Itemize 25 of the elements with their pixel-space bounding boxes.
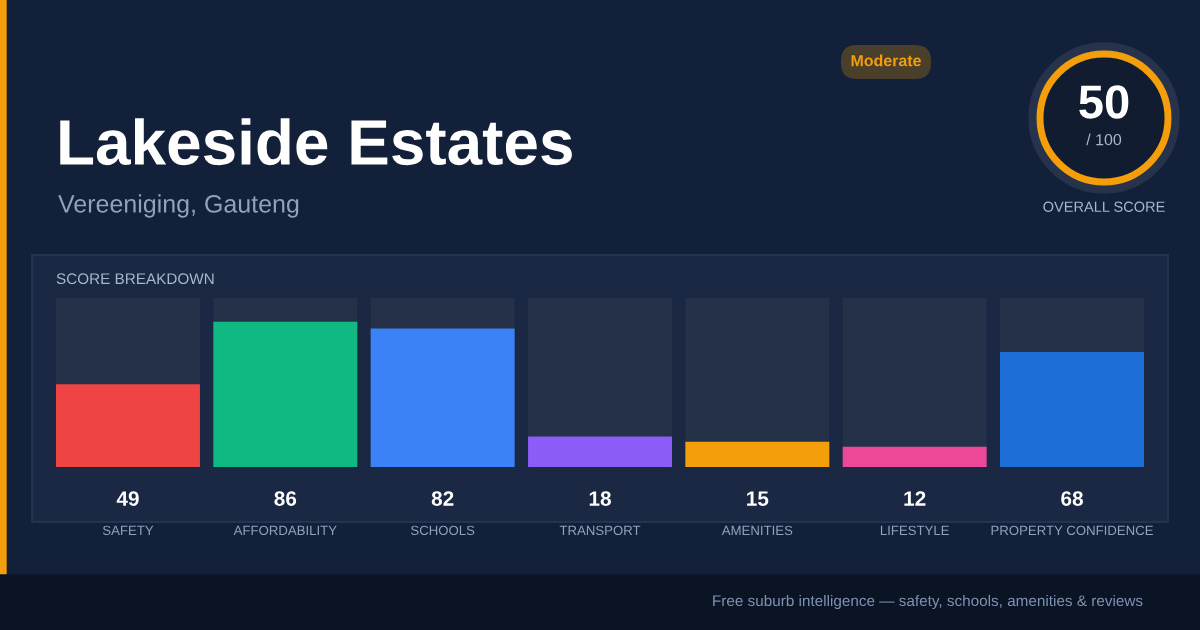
data-label: 49 [116, 491, 139, 506]
x-tick-label: AFFORDABILITY [233, 525, 337, 536]
bar [842, 446, 987, 467]
data-label: 82 [431, 491, 454, 506]
x-tick-label: PROPERTY CONFIDENCE [991, 525, 1153, 536]
text: Moderate [851, 54, 921, 67]
text: / 100 [1086, 133, 1122, 146]
bar [685, 441, 830, 467]
x-tick-label: TRANSPORT [559, 525, 641, 536]
x-tick-label: LIFESTYLE [880, 525, 949, 536]
x-tick-label: AMENITIES [721, 525, 793, 536]
data-label: 15 [747, 491, 769, 506]
x-tick-label: SAFETY [102, 525, 154, 536]
text: 50 [1079, 85, 1129, 119]
text: Free suburb intelligence — safety, schools, amenities & reviews [713, 594, 1143, 610]
x-tick-label: SCHOOLS [411, 525, 475, 536]
text: OVERALL SCORE [1043, 201, 1165, 212]
data-label: 68 [1061, 491, 1083, 506]
text: SCORE BREAKDOWN [56, 273, 214, 285]
chart-title: Lakeside Estates [60, 118, 572, 166]
data-label: 86 [274, 491, 297, 506]
chart-subtitle: Vereeniging, Gauteng [58, 194, 299, 218]
data-label: 18 [589, 491, 611, 506]
data-label: 12 [904, 491, 926, 506]
bar [528, 436, 672, 467]
